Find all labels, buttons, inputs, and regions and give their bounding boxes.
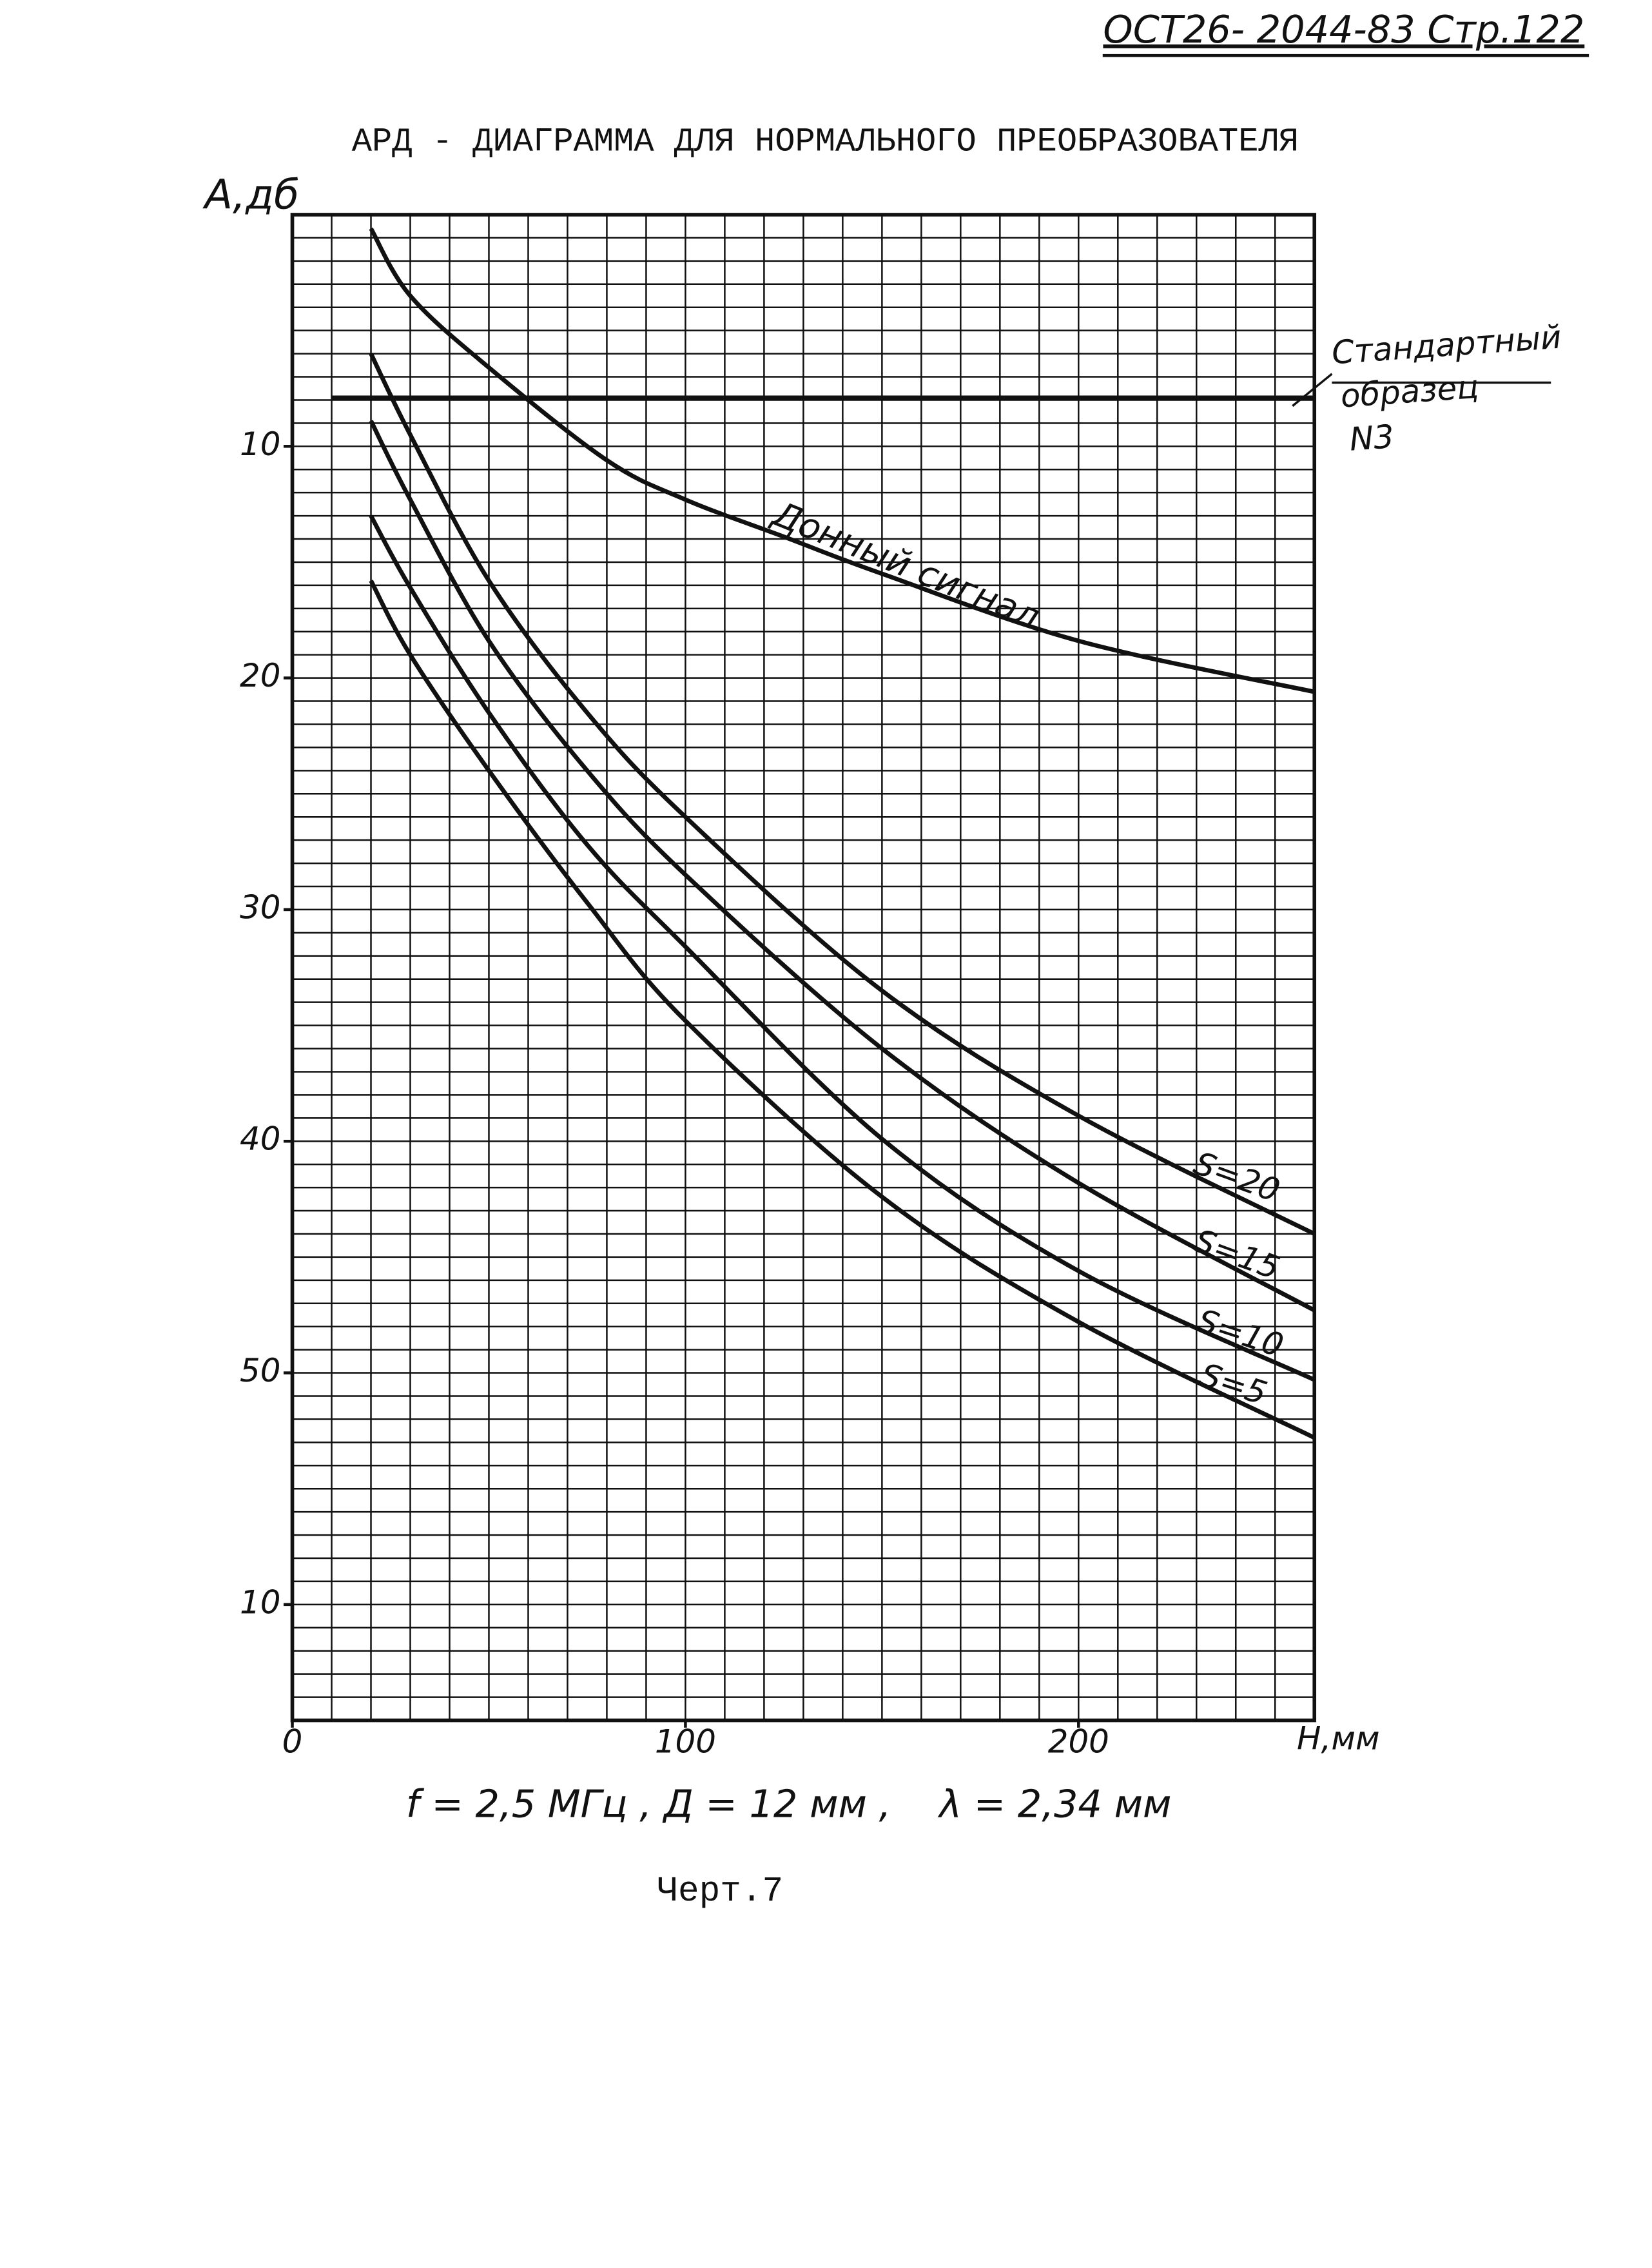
- y-axis-label: А,дб: [202, 170, 299, 218]
- series-label: S=15: [1189, 1222, 1285, 1287]
- series-line: [369, 580, 1316, 1440]
- page-header: ОСТ26- 2044-83 Стр.122: [1103, 7, 1584, 52]
- leader-line: [1292, 373, 1333, 407]
- plot-frame: [290, 213, 1317, 1723]
- series-line: [369, 353, 1316, 1237]
- caption: Черт.7: [657, 1872, 783, 1911]
- series-line: [369, 514, 1316, 1382]
- y-tick-label: 30: [240, 888, 280, 926]
- y-tick-label: 50: [240, 1352, 280, 1389]
- series-label: S=20: [1189, 1144, 1285, 1209]
- y-tick-label: 20: [240, 657, 280, 694]
- formula: f = 2,5 МГц , Д = 12 мм , λ = 2,34 мм: [406, 1781, 1171, 1826]
- y-tick-label: 10: [240, 425, 280, 463]
- y-tick-label: 10: [240, 1583, 280, 1621]
- x-tick-label: 0: [282, 1723, 303, 1760]
- series-line: [369, 420, 1316, 1313]
- series-label: S=5: [1196, 1356, 1272, 1413]
- x-tick-label: 100: [655, 1723, 716, 1760]
- series-label: Донный сигнал: [766, 493, 1045, 637]
- series-label: СтандартныйобразецN3: [1330, 318, 1569, 458]
- y-tick-label: 40: [240, 1120, 280, 1158]
- chart-title: АРД - ДИАГРАММА ДЛЯ НОРМАЛЬНОГО ПРЕОБРАЗ…: [352, 122, 1299, 161]
- x-axis-label: Н,мм: [1297, 1720, 1380, 1757]
- series-line: [369, 227, 1315, 694]
- x-tick-label: 200: [1048, 1723, 1109, 1760]
